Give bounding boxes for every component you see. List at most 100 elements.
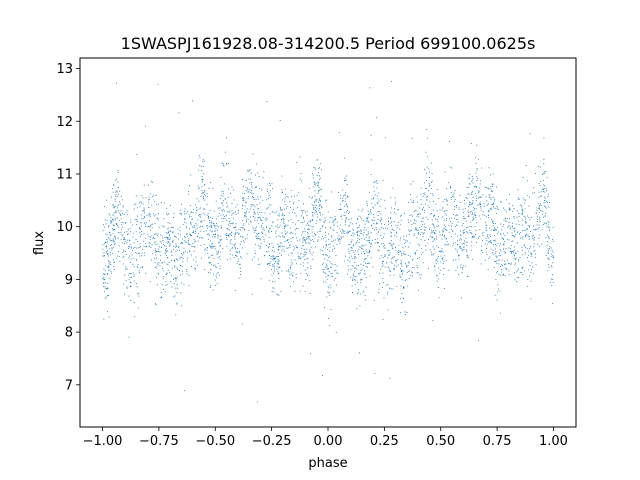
data-point (222, 163, 224, 165)
data-point (109, 277, 111, 279)
data-point (446, 204, 448, 206)
data-point (489, 241, 491, 243)
data-point (537, 215, 539, 217)
data-point (493, 230, 495, 231)
data-point (297, 247, 299, 249)
data-point (198, 188, 200, 190)
data-point (369, 251, 370, 253)
data-point (145, 226, 147, 227)
data-point (286, 247, 288, 249)
data-point (242, 236, 244, 238)
data-point (409, 231, 411, 232)
data-point (283, 220, 285, 222)
data-point (261, 211, 263, 213)
data-point (509, 208, 511, 210)
data-point (133, 273, 135, 275)
data-point (128, 245, 130, 247)
data-point (211, 223, 213, 225)
data-point (382, 243, 384, 244)
data-point (238, 258, 240, 260)
data-point (466, 186, 468, 188)
data-point (504, 209, 506, 211)
data-point (547, 251, 549, 253)
data-point (299, 257, 301, 259)
data-point (228, 224, 230, 226)
data-point (457, 266, 459, 268)
data-point (344, 215, 346, 217)
data-point (112, 204, 114, 206)
data-point (138, 292, 140, 294)
data-point (356, 308, 358, 310)
data-point (166, 214, 168, 216)
data-point (322, 264, 324, 265)
data-point (436, 274, 438, 276)
data-point (432, 246, 434, 248)
data-point (157, 233, 159, 235)
data-point (368, 237, 370, 239)
data-point (176, 303, 178, 305)
data-point (223, 216, 225, 217)
data-point (123, 243, 125, 244)
data-point (506, 268, 507, 270)
data-point (547, 223, 549, 225)
data-point (476, 169, 478, 171)
data-point (196, 224, 198, 226)
data-point (184, 213, 186, 215)
data-point (526, 248, 528, 250)
data-point (444, 235, 445, 237)
data-point (156, 235, 158, 237)
data-point (516, 242, 518, 244)
data-point (502, 225, 504, 227)
data-point (374, 229, 376, 231)
data-point (456, 224, 458, 226)
data-point (549, 248, 550, 250)
data-point (400, 312, 402, 314)
data-point (221, 202, 222, 204)
data-point (204, 183, 206, 185)
data-point (303, 248, 305, 250)
data-point (266, 245, 267, 247)
data-point (165, 245, 167, 247)
data-point (300, 257, 302, 259)
data-point (262, 177, 264, 179)
data-point (495, 229, 497, 230)
data-point (111, 221, 113, 223)
data-point (486, 243, 488, 245)
data-point (513, 236, 515, 238)
data-point (503, 251, 505, 252)
data-point (180, 213, 182, 215)
data-point (540, 210, 542, 211)
data-point (348, 211, 350, 213)
data-point (465, 265, 467, 267)
data-point (320, 230, 322, 232)
data-point (148, 206, 150, 208)
data-point (485, 224, 487, 226)
data-point (193, 250, 195, 252)
data-point (130, 273, 132, 275)
data-point (529, 133, 531, 135)
data-point (301, 234, 303, 236)
data-point (272, 246, 274, 248)
data-point (120, 238, 122, 240)
data-point (410, 183, 412, 185)
data-point (504, 252, 506, 254)
data-point (488, 197, 490, 198)
data-point (395, 247, 396, 248)
data-point (209, 261, 211, 263)
x-tick-label: −0.25 (252, 434, 292, 449)
data-point (338, 208, 340, 210)
data-point (325, 240, 327, 242)
data-point (331, 250, 333, 252)
data-point (149, 213, 151, 215)
data-point (378, 200, 380, 202)
data-point (442, 231, 444, 233)
data-point (480, 196, 481, 198)
data-point (107, 267, 109, 268)
data-point (295, 233, 297, 235)
data-point (493, 253, 495, 255)
data-point (525, 221, 527, 222)
data-point (108, 263, 110, 265)
data-point (278, 278, 280, 280)
data-point (112, 247, 114, 249)
data-point (377, 198, 379, 200)
